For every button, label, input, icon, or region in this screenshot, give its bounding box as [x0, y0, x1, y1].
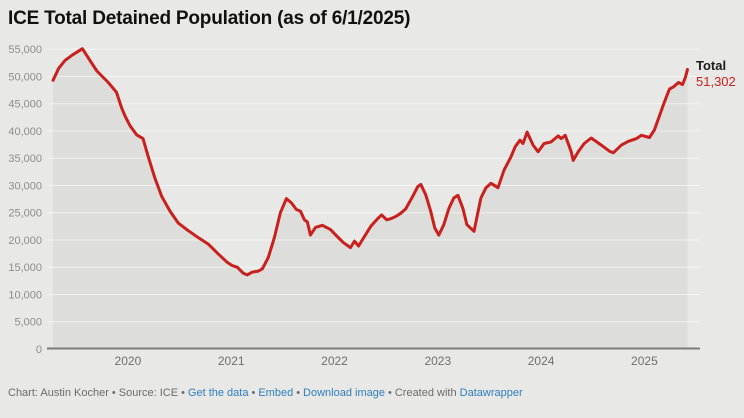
y-tick-label: 30,000 — [8, 181, 42, 193]
embed-link[interactable]: Embed — [258, 387, 294, 399]
y-tick-label: 10,000 — [8, 290, 42, 302]
x-tick-label: 2025 — [631, 354, 658, 368]
get-the-data-link[interactable]: Get the data — [187, 387, 249, 399]
y-tick-label: 20,000 — [8, 235, 42, 247]
page-title: ICE Total Detained Population (as of 6/1… — [8, 8, 411, 29]
y-tick-label: 40,000 — [8, 126, 42, 138]
x-tick-label: 2020 — [115, 354, 142, 368]
created-with-label: Created with — [394, 387, 460, 399]
separator: • — [111, 387, 116, 399]
x-tick-label: 2021 — [218, 354, 245, 368]
footer: Chart: Austin Kocher • Source: ICE • Get the… — [8, 387, 523, 399]
y-tick-label: 45,000 — [8, 99, 42, 111]
series-end-label: Total 51,302 — [696, 58, 736, 91]
total-value: 51,302 — [696, 74, 736, 90]
x-tick-label: 2022 — [321, 354, 348, 368]
datawrapper-link[interactable]: Datawrapper — [459, 387, 523, 399]
total-detained-line[interactable] — [51, 47, 689, 277]
x-tick-label: 2023 — [424, 354, 451, 368]
separator: • — [296, 387, 301, 399]
area-fill — [53, 48, 688, 348]
separator: • — [181, 387, 185, 399]
y-tick-label: 15,000 — [8, 262, 42, 274]
x-tick-label: 2024 — [528, 354, 555, 368]
total-label: Total — [696, 58, 727, 73]
y-tick-label: 25,000 — [8, 208, 42, 220]
download-image-link[interactable]: Download image — [303, 387, 385, 399]
y-tick-label: 5,000 — [14, 317, 42, 329]
separator: • — [251, 387, 256, 399]
y-tick-label: 35,000 — [8, 153, 42, 165]
chart-author: Chart: Austin Kocher — [8, 387, 109, 399]
y-tick-label: 50,000 — [8, 72, 42, 84]
separator: • — [387, 387, 392, 399]
y-tick-label: 0 — [36, 344, 42, 356]
y-tick-label: 55,000 — [8, 44, 42, 56]
source-label: Source: ICE — [118, 387, 179, 399]
